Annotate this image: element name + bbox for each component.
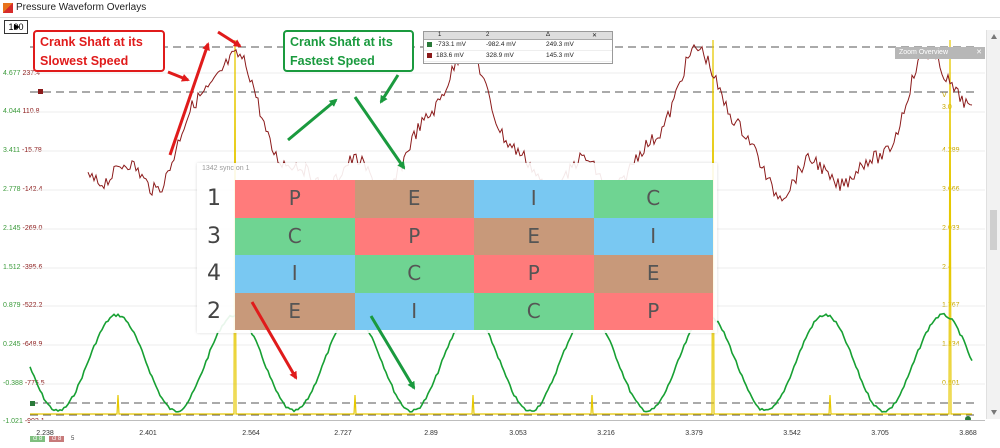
stroke-cell: P bbox=[235, 180, 355, 218]
stroke-cell: I bbox=[235, 255, 355, 293]
red-arrow bbox=[167, 70, 190, 82]
x-tick-label: 3.216 bbox=[597, 430, 615, 437]
crank-trace bbox=[29, 312, 973, 413]
cylinder-number: 1 bbox=[207, 186, 221, 211]
scroll-thumb[interactable] bbox=[990, 210, 997, 250]
callout-fastest-speed: Crank Shaft at its Fastest Speed bbox=[283, 30, 414, 72]
green-arrow bbox=[287, 98, 338, 142]
channel-tab[interactable]: cl 8 bbox=[49, 436, 65, 442]
green-arrow bbox=[353, 96, 406, 170]
callout-slowest-speed: Crank Shaft at its Slowest Speed bbox=[33, 30, 165, 72]
right-axis-label: V bbox=[942, 92, 947, 99]
right-axis-label: 3.0 bbox=[942, 104, 952, 111]
red-arrow bbox=[250, 301, 298, 380]
scroll-down-icon[interactable] bbox=[991, 410, 997, 415]
red-arrow bbox=[217, 30, 242, 48]
ruler-row: 183.6 mV 328.9 mV 145.3 mV bbox=[424, 51, 612, 62]
stroke-cell: I bbox=[593, 217, 713, 255]
time-axis[interactable] bbox=[30, 420, 985, 448]
stroke-cell: E bbox=[354, 180, 474, 218]
stroke-cell: P bbox=[474, 255, 594, 293]
vertical-scrollbar[interactable] bbox=[986, 30, 1000, 419]
x-tick-label: 2.401 bbox=[139, 430, 157, 437]
stroke-cell: E bbox=[474, 217, 594, 255]
x-tick-label: 2.564 bbox=[242, 430, 260, 437]
window-titlebar: Pressure Waveform Overlays bbox=[0, 0, 1000, 18]
ruler-header: 1 2 Δ ✕ bbox=[424, 32, 612, 40]
close-icon[interactable]: ✕ bbox=[976, 49, 982, 56]
ruler-row-color bbox=[427, 53, 432, 58]
stroke-cell: C bbox=[235, 217, 355, 255]
firing-order-table: 1342 sync on 1 1 P E I C 3 C P E I 4 I C… bbox=[197, 163, 717, 333]
red-arrow bbox=[168, 42, 210, 156]
channel-tab[interactable]: 5 bbox=[68, 436, 78, 442]
x-tick-label: 3.053 bbox=[509, 430, 527, 437]
app-icon bbox=[3, 3, 13, 13]
stroke-cell: P bbox=[354, 217, 474, 255]
channel-tabs: cl 8 cl 8 5 bbox=[30, 436, 79, 442]
x-tick-label: 3.379 bbox=[685, 430, 703, 437]
ruler-readout[interactable]: 1 2 Δ ✕ -733.1 mV -982.4 mV 249.3 mV 183… bbox=[423, 31, 613, 64]
cylinder-number: 3 bbox=[207, 223, 221, 249]
scroll-up-icon[interactable] bbox=[991, 34, 997, 39]
green-arrow bbox=[379, 74, 400, 104]
ruler-row-color bbox=[427, 42, 432, 47]
trigger-marker-icon[interactable] bbox=[14, 24, 20, 30]
green-arrow bbox=[369, 315, 416, 390]
x-tick-label: 2.727 bbox=[334, 430, 352, 437]
ruler-row: -733.1 mV -982.4 mV 249.3 mV bbox=[424, 40, 612, 51]
stroke-cell: P bbox=[593, 292, 713, 330]
zoom-overview-header[interactable]: Zoom Overview ✕ bbox=[895, 47, 985, 59]
cylinder-number: 4 bbox=[207, 261, 221, 286]
stroke-cell: C bbox=[593, 180, 713, 218]
stroke-cell: C bbox=[354, 255, 474, 293]
sync-trace bbox=[30, 39, 972, 415]
channel-c-marker[interactable] bbox=[30, 401, 35, 406]
close-icon[interactable]: ✕ bbox=[592, 33, 598, 39]
stroke-cell: E bbox=[235, 292, 355, 330]
stroke-cell: I bbox=[474, 180, 594, 218]
x-tick-label: 2.238 bbox=[36, 430, 54, 437]
window-title: Pressure Waveform Overlays bbox=[16, 2, 147, 13]
channel-b-marker[interactable] bbox=[38, 89, 43, 94]
stroke-cell: C bbox=[474, 292, 594, 330]
stroke-cell: E bbox=[593, 255, 713, 293]
x-tick-label: 2.89 bbox=[424, 430, 438, 437]
sync-label: 1342 sync on 1 bbox=[202, 165, 250, 172]
cylinder-number: 2 bbox=[207, 298, 221, 324]
x-tick-label: 3.705 bbox=[871, 430, 889, 437]
x-tick-label: 3.868 bbox=[959, 430, 977, 437]
channel-tab[interactable]: cl 8 bbox=[30, 436, 46, 442]
x-tick-label: 3.542 bbox=[783, 430, 801, 437]
